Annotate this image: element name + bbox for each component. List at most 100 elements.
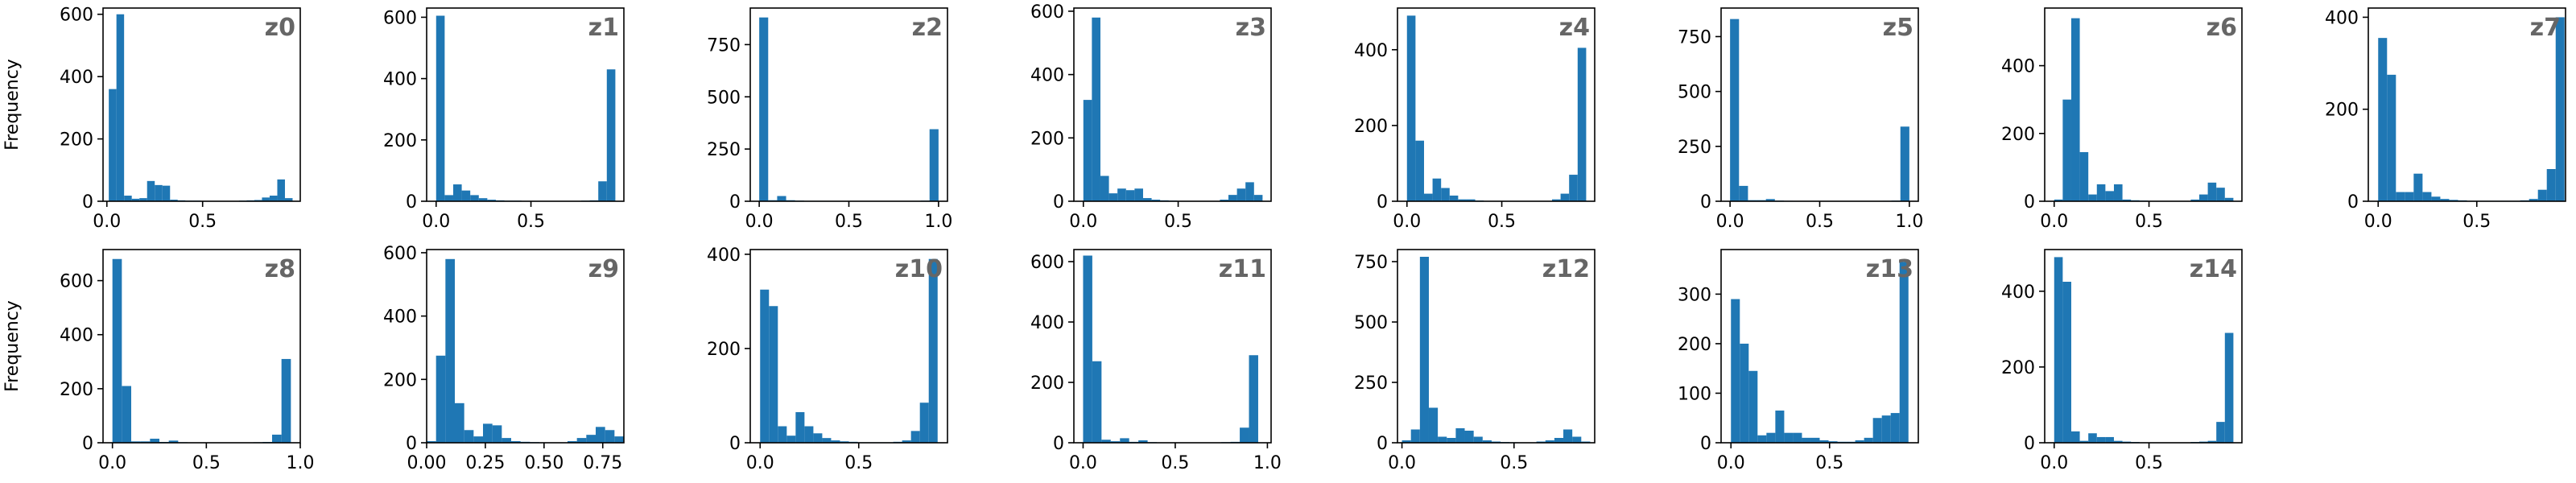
histogram-bar	[112, 258, 122, 443]
y-tick-label: 500	[707, 88, 741, 108]
histogram-bar	[2079, 440, 2089, 443]
y-tick-label: 100	[1678, 384, 1711, 404]
histogram-bar	[1138, 440, 1148, 443]
histogram-bar	[606, 69, 616, 201]
x-tick-label: 0.0	[1393, 212, 1421, 232]
axes-frame	[102, 7, 301, 202]
histogram-bar	[605, 430, 615, 443]
y-axis-label: Frequency	[2, 300, 23, 392]
histogram-bar	[2070, 18, 2080, 201]
histogram-bar	[1872, 418, 1882, 443]
histogram-bar	[168, 440, 179, 443]
histogram-bar	[840, 441, 849, 443]
histogram-bar	[2431, 196, 2441, 201]
histogram-bar	[2054, 257, 2063, 443]
y-tick-label: 600	[1030, 253, 1064, 273]
x-tick-label: 0.00	[407, 453, 447, 473]
histogram-bar	[910, 431, 920, 443]
x-tick-label: 0.0	[1716, 212, 1744, 232]
subplot-z14: 0 200 400 0.0 0.5 z14	[2001, 249, 2243, 473]
axes-frame	[1720, 249, 1919, 444]
histogram-bar	[1900, 126, 1909, 201]
histogram-bar	[1560, 193, 1570, 201]
histogram-bar	[2405, 192, 2414, 201]
histogram-bar	[1775, 411, 1785, 443]
histogram-bar	[902, 440, 911, 443]
axes-frame	[426, 7, 625, 202]
axes-frame	[426, 249, 625, 444]
histogram-bar	[2105, 436, 2114, 443]
bars-z3	[1083, 17, 1263, 201]
subplot-z10: 0 200 400 0.0 0.5 z10	[707, 246, 948, 473]
histogram-bar	[436, 355, 446, 443]
histogram-bar	[2422, 192, 2432, 201]
y-tick-label: 200	[60, 380, 93, 400]
histogram-bar	[2088, 194, 2097, 201]
histogram-bar	[2113, 184, 2123, 201]
y-tick-label: 0	[2347, 192, 2359, 213]
axes-frame	[1073, 7, 1272, 202]
histogram-bar	[2199, 194, 2208, 201]
axes-frame	[2044, 249, 2243, 444]
bars-z2	[759, 17, 939, 201]
histogram-bar	[1577, 47, 1587, 201]
histogram-bar	[1855, 440, 1864, 443]
histogram-bar	[760, 289, 770, 443]
x-tick-label: 0.5	[2135, 453, 2163, 473]
y-tick-label: 600	[1030, 2, 1064, 23]
y-tick-label: 400	[60, 326, 93, 346]
subplot-z8: 0 200 400 600 0.0 0.5 1.0 z8 Frequency	[2, 249, 315, 473]
histogram-bar	[461, 190, 471, 201]
histogram-bar	[2546, 169, 2556, 201]
histogram-bar	[1881, 415, 1891, 443]
histogram-bar	[277, 179, 285, 201]
histogram-bar	[2079, 151, 2089, 201]
histogram-bar	[478, 198, 488, 201]
histogram-bar	[778, 426, 787, 443]
histogram-bar	[2537, 189, 2547, 201]
y-tick-label: 0	[1700, 192, 1711, 213]
x-tick-label: 0.5	[835, 212, 863, 232]
y-axis-label: Frequency	[2, 59, 23, 151]
x-tick-label: 1.0	[924, 212, 952, 232]
histogram-bar	[1757, 435, 1767, 443]
bars-z7	[2378, 17, 2565, 201]
histogram-bar	[759, 17, 769, 201]
panel-label: z5	[1883, 14, 1913, 42]
y-tick-label: 0	[82, 434, 93, 454]
histogram-bar	[147, 180, 155, 201]
x-tick-label: 0.5	[1164, 212, 1192, 232]
y-tick-label: 600	[383, 244, 417, 264]
x-tick-label: 0.0	[98, 453, 126, 473]
bars-z0	[109, 14, 293, 201]
histogram-bar	[272, 434, 282, 443]
panel-label: z1	[588, 14, 619, 42]
y-tick-label: 500	[1354, 313, 1388, 333]
histogram-bar	[2054, 199, 2063, 201]
y-tick-label: 0	[1377, 434, 1388, 454]
histogram-bar	[140, 441, 151, 443]
y-tick-label: 0	[2024, 192, 2035, 213]
histogram-bar	[1765, 199, 1775, 201]
histogram-bar	[2440, 199, 2450, 201]
histogram-bar	[492, 425, 502, 443]
histogram-bar	[1455, 428, 1465, 443]
y-tick-label: 200	[2325, 101, 2359, 121]
y-tick-label: 600	[383, 8, 417, 28]
histogram-bar	[1236, 188, 1246, 201]
panel-label: z3	[1236, 14, 1266, 42]
histogram-bar	[1802, 437, 1811, 443]
histogram-bar	[1552, 199, 1561, 201]
axes-frame	[102, 249, 301, 444]
histogram-bar	[929, 129, 939, 201]
histogram-bar	[795, 411, 805, 443]
histogram-bar	[1828, 441, 1838, 443]
y-tick-label: 250	[1354, 374, 1388, 394]
histogram-bar	[1134, 188, 1143, 201]
y-tick-label: 250	[707, 140, 741, 160]
y-tick-label: 200	[1678, 335, 1711, 355]
bars-z1	[436, 15, 616, 201]
histogram-bar	[2070, 431, 2080, 443]
x-tick-label: 0.0	[2040, 453, 2068, 473]
histogram-bar	[1108, 193, 1118, 201]
